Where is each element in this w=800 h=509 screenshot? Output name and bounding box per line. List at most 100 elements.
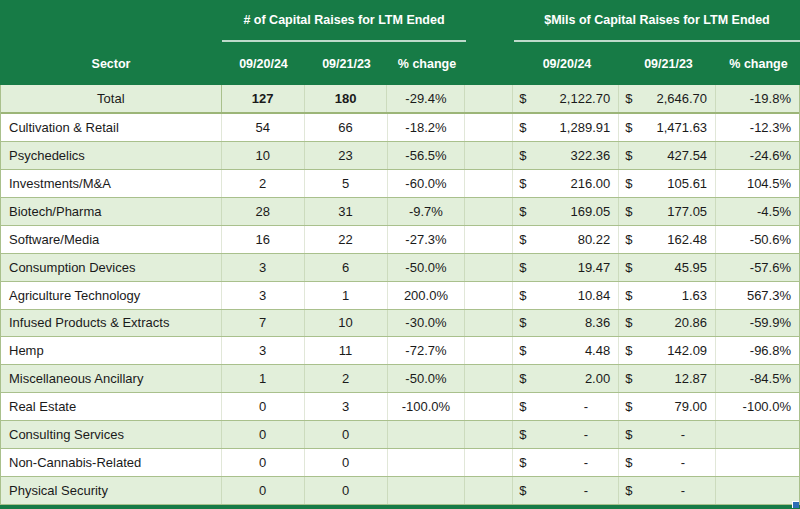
raises-0921-23-cell[interactable]: 23 [305,142,388,169]
mils-0920-24-cell[interactable]: $ - [513,477,619,504]
raises-0920-24-cell[interactable]: 54 [222,114,305,141]
column-header-count-change[interactable]: % change [388,57,466,71]
mils-change-cell[interactable]: -84.5% [716,365,799,392]
sector-cell[interactable]: Consumption Devices [1,254,222,281]
mils-0920-24-cell[interactable]: $ 80.22 [513,226,619,253]
mils-change-cell[interactable]: -96.8% [716,337,799,364]
mils-change-cell[interactable]: -57.6% [716,254,799,281]
group-header-dollars[interactable]: $Mils of Capital Raises for LTM Ended [514,0,800,42]
raises-change-cell[interactable]: -9.7% [388,198,466,225]
raises-0921-23-cell[interactable]: 31 [305,198,388,225]
sector-cell[interactable]: Real Estate [1,393,222,420]
raises-0921-23-cell[interactable]: 3 [305,393,388,420]
raises-change-cell[interactable]: -50.0% [388,254,466,281]
raises-change-cell[interactable]: 200.0% [388,282,466,309]
raises-change-cell[interactable] [388,449,466,476]
raises-0921-23-cell[interactable]: 22 [305,226,388,253]
sector-cell[interactable]: Software/Media [1,226,222,253]
sector-cell[interactable]: Cultivation & Retail [1,114,222,141]
column-header-count-0921-23[interactable]: 09/21/23 [305,57,388,71]
mils-0920-24-cell[interactable]: $ - [513,393,619,420]
raises-0920-24-cell[interactable]: 3 [222,337,305,364]
raises-0920-24-cell[interactable]: 2 [222,170,305,197]
mils-0920-24-cell[interactable]: $ 4.48 [513,337,619,364]
mils-0921-23-cell[interactable]: $ 2,646.70 [619,85,716,112]
raises-0920-24-cell[interactable]: 7 [222,310,305,337]
raises-0920-24-cell[interactable]: 0 [222,477,305,504]
mils-0920-24-cell[interactable]: $ - [513,421,619,448]
mils-change-cell[interactable]: -19.8% [716,85,799,112]
raises-0921-23-cell[interactable]: 1 [305,282,388,309]
mils-0920-24-cell[interactable]: $ 8.36 [513,310,619,337]
raises-change-cell[interactable]: -27.3% [388,226,466,253]
raises-0920-24-cell[interactable]: 0 [222,393,305,420]
mils-0921-23-cell[interactable]: $ 105.61 [619,170,716,197]
raises-change-cell[interactable]: -18.2% [388,114,466,141]
raises-0920-24-cell[interactable]: 10 [222,142,305,169]
mils-0921-23-cell[interactable]: $ 177.05 [619,198,716,225]
sector-cell[interactable]: Infused Products & Extracts [1,310,222,337]
mils-0920-24-cell[interactable]: $ 216.00 [513,170,619,197]
raises-change-cell[interactable]: -29.4% [387,85,465,112]
sector-cell[interactable]: Miscellaneous Ancillary [1,365,222,392]
raises-change-cell[interactable]: -100.0% [388,393,466,420]
sector-cell[interactable]: Consulting Services [1,421,222,448]
mils-0921-23-cell[interactable]: $ - [619,421,716,448]
raises-0921-23-cell[interactable]: 5 [305,170,388,197]
column-header-mils-0920-24[interactable]: 09/20/24 [514,57,620,71]
mils-change-cell[interactable]: -4.5% [716,198,799,225]
mils-0921-23-cell[interactable]: $ 1.63 [619,282,716,309]
raises-0921-23-cell[interactable]: 180 [305,85,388,112]
mils-change-cell[interactable] [716,477,799,504]
sector-cell[interactable]: Investments/M&A [1,170,222,197]
raises-change-cell[interactable]: -30.0% [388,310,466,337]
column-header-sector[interactable]: Sector [0,57,222,71]
mils-0921-23-cell[interactable]: $ 79.00 [619,393,716,420]
mils-0921-23-cell[interactable]: $ 45.95 [619,254,716,281]
mils-0920-24-cell[interactable]: $ 2,122.70 [513,85,619,112]
sector-cell[interactable]: Physical Security [1,477,222,504]
mils-0920-24-cell[interactable]: $ - [513,449,619,476]
sector-cell[interactable]: Biotech/Pharma [1,198,222,225]
mils-change-cell[interactable]: -50.6% [716,226,799,253]
sector-cell[interactable]: Psychedelics [1,142,222,169]
mils-0921-23-cell[interactable]: $ 1,471.63 [619,114,716,141]
selection-fill-handle[interactable] [792,501,799,508]
raises-0920-24-cell[interactable]: 3 [222,282,305,309]
column-header-mils-0921-23[interactable]: 09/21/23 [620,57,717,71]
mils-0920-24-cell[interactable]: $ 1,289.91 [513,114,619,141]
sector-cell[interactable]: Non-Cannabis-Related [1,449,222,476]
raises-0921-23-cell[interactable]: 2 [305,365,388,392]
group-header-count[interactable]: # of Capital Raises for LTM Ended [222,0,466,42]
raises-0921-23-cell[interactable]: 66 [305,114,388,141]
raises-0921-23-cell[interactable]: 0 [305,449,388,476]
mils-change-cell[interactable]: -100.0% [716,393,799,420]
raises-0921-23-cell[interactable]: 0 [305,477,388,504]
raises-change-cell[interactable]: -72.7% [388,337,466,364]
raises-change-cell[interactable] [388,477,466,504]
raises-change-cell[interactable]: -50.0% [388,365,466,392]
mils-change-cell[interactable]: -12.3% [716,114,799,141]
raises-0920-24-cell[interactable]: 28 [222,198,305,225]
mils-0920-24-cell[interactable]: $ 19.47 [513,254,619,281]
raises-change-cell[interactable]: -56.5% [388,142,466,169]
mils-0921-23-cell[interactable]: $ 427.54 [619,142,716,169]
raises-change-cell[interactable] [388,421,466,448]
mils-0921-23-cell[interactable]: $ 20.86 [619,310,716,337]
raises-0920-24-cell[interactable]: 0 [222,421,305,448]
raises-0920-24-cell[interactable]: 16 [222,226,305,253]
mils-0921-23-cell[interactable]: $ 162.48 [619,226,716,253]
raises-0920-24-cell[interactable]: 3 [222,254,305,281]
mils-change-cell[interactable]: 104.5% [716,170,799,197]
raises-0921-23-cell[interactable]: 0 [305,421,388,448]
raises-0921-23-cell[interactable]: 11 [305,337,388,364]
mils-change-cell[interactable] [716,421,799,448]
mils-0920-24-cell[interactable]: $ 322.36 [513,142,619,169]
mils-0920-24-cell[interactable]: $ 169.05 [513,198,619,225]
raises-change-cell[interactable]: -60.0% [388,170,466,197]
sector-cell[interactable]: Agriculture Technology [1,282,222,309]
raises-0921-23-cell[interactable]: 6 [305,254,388,281]
mils-0921-23-cell[interactable]: $ - [619,449,716,476]
mils-0921-23-cell[interactable]: $ 142.09 [619,337,716,364]
mils-change-cell[interactable]: -59.9% [716,310,799,337]
